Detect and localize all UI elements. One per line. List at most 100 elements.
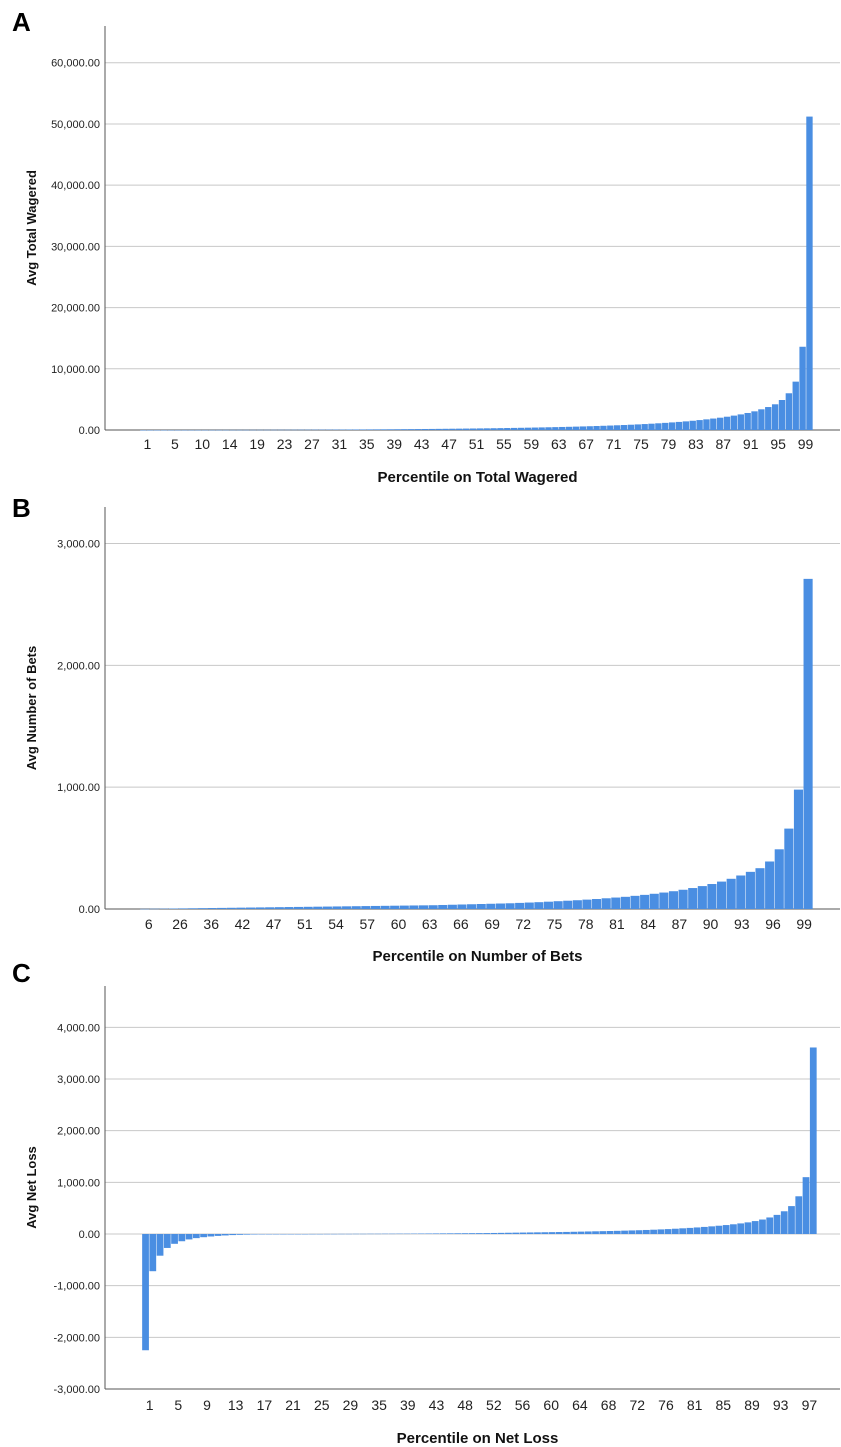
panel-b-y-tick-label: 0.00 — [79, 904, 100, 916]
panel-c-x-tick-label: 85 — [716, 1397, 732, 1413]
panel-a-y-tick-label: 40,000.00 — [51, 180, 100, 192]
panel-a-bar — [401, 429, 408, 430]
panel-b-bar — [630, 895, 640, 909]
panel-c-bar — [759, 1219, 766, 1234]
panel-a-bar — [483, 428, 490, 430]
panel-b-bar — [467, 904, 477, 909]
panel-c-y-tick-label: 3,000.00 — [57, 1074, 100, 1086]
panel-b-bar — [668, 891, 679, 909]
panel-c-bar — [563, 1231, 570, 1234]
panel-a-bar — [689, 420, 696, 430]
panel-c-y-tick-label: -1,000.00 — [54, 1281, 100, 1293]
panel-b-x-tick-label: 6 — [145, 916, 153, 932]
panel-c-bar — [454, 1233, 462, 1234]
panel-c-bar — [468, 1233, 476, 1234]
panel-b-x-tick-label: 90 — [703, 916, 719, 932]
panel-a-bar — [771, 404, 779, 430]
panel-a-x-axis-label: Percentile on Total Wagered — [377, 469, 577, 486]
panel-c-bar — [657, 1229, 665, 1234]
panel-c-x-tick-label: 76 — [658, 1397, 674, 1413]
panel-c-y-tick-label: -2,000.00 — [54, 1332, 100, 1344]
panel-a-bar — [531, 427, 538, 430]
panel-b-x-tick-label: 75 — [547, 916, 563, 932]
panel-b-bar — [601, 898, 611, 909]
panel-b-bar — [217, 907, 227, 909]
panel-a-bar — [545, 427, 552, 430]
panel-c-x-tick-label: 97 — [802, 1397, 818, 1413]
panel-b-bar — [332, 906, 342, 909]
panel-c-bar — [599, 1231, 607, 1234]
panel-a-x-tick-label: 95 — [770, 436, 786, 452]
panel-a-bar — [593, 426, 600, 430]
panel-c-bar — [432, 1233, 440, 1234]
panel-c-x-tick-label: 1 — [146, 1397, 154, 1413]
panel-a-bar — [675, 421, 683, 430]
panel-c-bar — [425, 1233, 432, 1234]
panel-b-bar — [611, 897, 621, 909]
panel-c-bar — [650, 1229, 657, 1234]
panel-c-bar — [476, 1233, 483, 1234]
panel-b-bar — [236, 907, 246, 909]
panel-b-bar — [592, 899, 602, 909]
panel-c-y-tick-label: -3,000.00 — [54, 1384, 100, 1396]
panel-b-y-tick-label: 1,000.00 — [57, 782, 100, 794]
panel-a-bar — [476, 428, 484, 430]
panel-c-bar — [446, 1233, 454, 1234]
panel-c-bar — [526, 1232, 534, 1234]
panel-b-y-axis-label: Avg Number of Bets — [24, 646, 39, 770]
panel-b-bar — [303, 906, 313, 909]
panel-a-bar — [497, 428, 504, 430]
panel-c-bar — [505, 1232, 512, 1234]
panel-a-bar — [792, 381, 799, 430]
panel-c-y-axis-label: Avg Net Loss — [24, 1146, 39, 1229]
panel-a-bar — [565, 426, 573, 430]
panel-b-bar — [284, 907, 294, 909]
panel-c-x-tick-label: 25 — [314, 1397, 330, 1413]
panel-b-x-tick-label: 99 — [796, 916, 812, 932]
panel-c-bar — [570, 1231, 578, 1234]
panel-a-x-tick-label: 10 — [194, 436, 210, 452]
panel-c-bar — [221, 1234, 229, 1236]
panel-a-bar — [600, 425, 607, 430]
panel-a-bar — [655, 423, 662, 430]
panel-b-x-tick-label: 93 — [734, 916, 750, 932]
panel-a-bar — [394, 429, 401, 430]
panel-b-bar — [582, 899, 592, 909]
panel-c-bar — [490, 1232, 498, 1234]
chart-panel-b: 0.00 1,000.00 2,000.00 3,000.00 6 26 36 42 47 51 5… — [24, 507, 840, 965]
panel-a-bar — [662, 422, 669, 430]
panel-a-bar — [449, 428, 456, 430]
panel-b-x-tick-label: 69 — [484, 916, 500, 932]
panel-b-bar — [765, 861, 775, 909]
panel-a-x-tick-label: 99 — [798, 436, 814, 452]
panel-c-bar — [229, 1234, 237, 1236]
panel-c-bar — [671, 1228, 679, 1234]
panel-b-bar — [774, 849, 784, 909]
panel-a-bar — [517, 427, 525, 430]
panel-c-bar — [686, 1227, 694, 1234]
panel-b-x-tick-label: 87 — [672, 916, 688, 932]
panel-a-x-tick-label: 27 — [304, 436, 320, 452]
panel-c-bar — [708, 1226, 716, 1234]
panel-a-x-tick-label: 1 — [144, 436, 152, 452]
panel-c-bar — [577, 1231, 585, 1234]
panel-b-x-tick-label: 42 — [235, 916, 251, 932]
panel-c-bar — [461, 1233, 469, 1234]
panel-a-bar — [421, 428, 429, 430]
panel-b-bar — [457, 904, 467, 909]
panel-c-bar — [236, 1234, 244, 1235]
panel-b-bar — [409, 905, 419, 909]
panel-c-y-tick-label: 0.00 — [79, 1229, 100, 1241]
panel-b-bar — [543, 901, 554, 909]
panel-a-bar — [806, 116, 813, 431]
panel-a-x-tick-label: 47 — [441, 436, 457, 452]
panel-b-x-tick-label: 66 — [453, 916, 469, 932]
panel-c-x-tick-label: 64 — [572, 1397, 588, 1413]
panel-b-bar — [659, 892, 669, 909]
panel-c-y-tick-label: 1,000.00 — [57, 1177, 100, 1189]
panel-c-bar — [621, 1230, 628, 1234]
panel-a-bar — [373, 429, 381, 430]
panel-a-bar — [442, 428, 449, 430]
panel-a-bar — [696, 420, 703, 430]
